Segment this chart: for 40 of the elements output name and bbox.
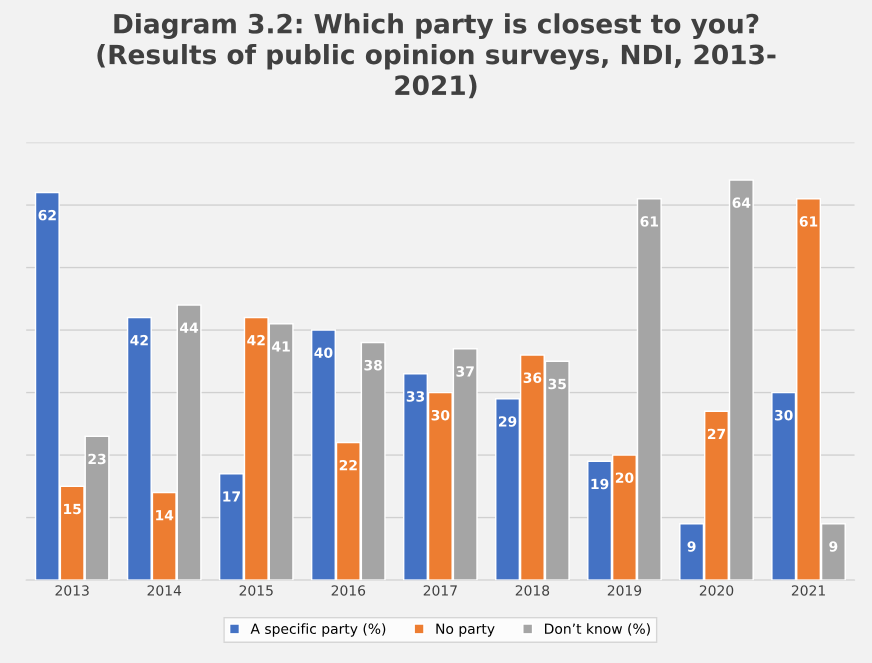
data-label: 23	[88, 454, 106, 464]
data-label: 38	[364, 360, 382, 370]
x-tick-label: 2014	[148, 585, 182, 596]
data-label: 17	[223, 491, 240, 502]
x-tick-label: 2017	[424, 585, 457, 596]
x-tick-label: 2020	[700, 585, 734, 596]
data-label: 62	[38, 210, 56, 220]
x-tick-label: 2018	[516, 585, 550, 596]
data-label: 29	[498, 416, 516, 427]
legend-label: No party	[436, 624, 495, 637]
data-label: 30	[774, 410, 793, 420]
data-label: 42	[247, 334, 265, 346]
data-label: 61	[640, 216, 658, 227]
data-label: 30	[432, 410, 450, 420]
x-tick-label: 2016	[332, 585, 366, 596]
x-tick-label: 2015	[240, 585, 273, 596]
data-label: 41	[272, 341, 290, 352]
legend-label: A specific party (%)	[250, 623, 386, 637]
data-label: 36	[524, 372, 542, 383]
data-label: 44	[180, 322, 198, 333]
data-label: 9	[688, 541, 696, 552]
data-label: 9	[829, 541, 838, 552]
x-tick-label: 2013	[56, 585, 89, 596]
data-label: 19	[592, 478, 608, 490]
data-label: 14	[156, 510, 174, 520]
data-label: 33	[406, 391, 424, 402]
data-label: 42	[130, 334, 148, 346]
data-label: 15	[64, 504, 81, 514]
data-label: 27	[708, 428, 726, 440]
x-tick-label: 2019	[608, 585, 642, 596]
x-tick-label: 2021	[792, 585, 825, 596]
data-label: 22	[340, 460, 357, 470]
chart-title: Diagram 3.2: Which party is closest to you? (Results of public opinion surveys, NDI, 2013- 2021)	[97, 13, 776, 98]
data-label: 61	[800, 216, 818, 227]
data-label: 20	[616, 472, 634, 483]
data-label: 35	[548, 378, 566, 390]
data-label: 40	[314, 347, 332, 358]
data-label: 37	[456, 366, 474, 377]
data-label: 64	[732, 197, 750, 208]
legend-label: Don’t know (%)	[545, 623, 650, 636]
